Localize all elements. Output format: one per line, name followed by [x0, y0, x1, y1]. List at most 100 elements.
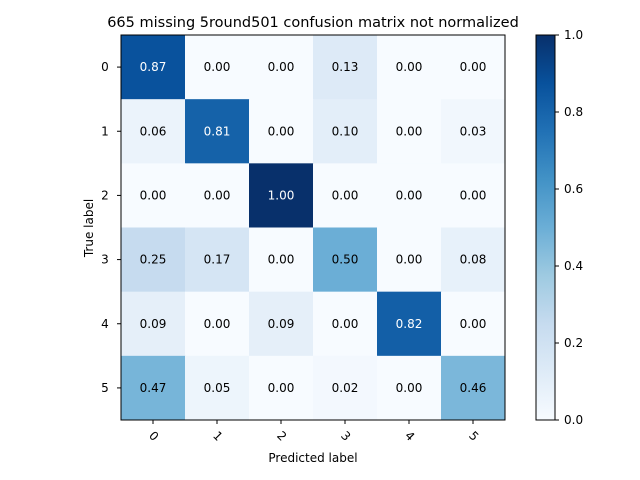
cell-value-label: 0.17 [204, 253, 231, 267]
cell-value-label: 0.00 [460, 188, 487, 202]
heatmap-cell [441, 355, 506, 421]
heatmap-cell [441, 227, 506, 293]
y-tick-label: 2 [101, 188, 109, 202]
cell-value-label: 0.00 [396, 188, 423, 202]
cell-value-label: 0.00 [268, 253, 295, 267]
x-tick-label: 3 [338, 429, 353, 444]
x-tick-label: 1 [210, 429, 225, 444]
cell-value-label: 0.25 [140, 253, 167, 267]
heatmap-cell [121, 35, 186, 100]
cell-value-label: 0.00 [140, 188, 167, 202]
cell-value-label: 0.00 [396, 381, 423, 395]
heatmap-cell [377, 227, 442, 293]
heatmap-cell [377, 163, 442, 228]
heatmap-cell [441, 163, 506, 228]
cell-value-label: 0.08 [460, 253, 487, 267]
heatmap-cell [121, 99, 186, 164]
heatmap-cell [121, 291, 186, 357]
cell-value-label: 0.00 [204, 317, 231, 331]
x-tick-label: 5 [466, 429, 481, 444]
cell-value-label: 0.06 [140, 124, 167, 138]
cell-value-label: 0.09 [268, 317, 295, 331]
heatmap-cell [441, 35, 506, 100]
cell-value-label: 0.00 [332, 317, 359, 331]
y-axis-ticks: 0 1 2 3 4 5 [101, 60, 121, 395]
cell-value-label: 0.13 [332, 60, 359, 74]
y-axis-label: True label [82, 199, 96, 258]
cell-value-label: 0.81 [204, 124, 231, 138]
cell-value-label: 0.05 [204, 381, 231, 395]
heatmap-cell [441, 291, 506, 357]
heatmap-cell [185, 99, 250, 164]
cell-value-label: 0.47 [140, 381, 167, 395]
heatmap-cell [377, 99, 442, 164]
heatmap-cell [249, 227, 314, 293]
colorbar [535, 34, 556, 421]
x-tick-label: 4 [402, 429, 417, 444]
heatmap-cell [121, 355, 186, 421]
heatmap-cell [249, 355, 314, 421]
heatmap-cell [313, 163, 378, 228]
cell-value-label: 0.00 [396, 60, 423, 74]
heatmap-cell-labels: 0.87 0.00 0.00 0.13 0.00 0.00 0.06 0.81 0.00 0.10… [140, 60, 487, 395]
heatmap-cell [377, 35, 442, 100]
cell-value-label: 0.00 [204, 60, 231, 74]
chart-title: 665 missing 5round501 confusion matrix n… [107, 15, 519, 31]
cell-value-label: 0.87 [140, 60, 167, 74]
colorbar-tick-label: 1.0 [564, 28, 583, 42]
heatmap-cell [377, 355, 442, 421]
x-axis-label: Predicted label [268, 451, 357, 465]
heatmap-cell [249, 99, 314, 164]
cell-value-label: 0.00 [460, 60, 487, 74]
heatmap-cell [313, 99, 378, 164]
heatmap-cell [185, 227, 250, 293]
colorbar-tick-label: 0.0 [564, 413, 583, 427]
heatmap-cell [185, 291, 250, 357]
cell-value-label: 0.00 [268, 60, 295, 74]
colorbar-ticks: 0.0 0.2 0.4 0.6 0.8 1.0 [555, 28, 583, 427]
cell-value-label: 0.00 [460, 317, 487, 331]
colorbar-tick-label: 0.2 [564, 336, 583, 350]
y-tick-label: 0 [101, 60, 109, 74]
cell-value-label: 0.10 [332, 124, 359, 138]
cell-value-label: 0.00 [396, 124, 423, 138]
cell-value-label: 0.00 [268, 381, 295, 395]
heatmap-cell [313, 291, 378, 357]
heatmap-cell [313, 227, 378, 293]
heatmap-cell [377, 291, 442, 357]
cell-value-label: 0.00 [204, 188, 231, 202]
heatmap-cell [249, 163, 314, 228]
heatmap-cell [121, 163, 186, 228]
x-axis-ticks: 0 1 2 3 4 5 [146, 420, 481, 444]
y-tick-label: 3 [101, 253, 109, 267]
colorbar-tick-label: 0.8 [564, 105, 583, 119]
cell-value-label: 0.00 [268, 124, 295, 138]
heatmap-cell [185, 163, 250, 228]
cell-value-label: 0.82 [396, 317, 423, 331]
cell-value-label: 0.46 [460, 381, 487, 395]
heatmap-cell [313, 35, 378, 100]
y-tick-label: 1 [101, 124, 109, 138]
heatmap-cell [121, 227, 186, 293]
y-tick-label: 4 [101, 317, 109, 331]
y-tick-label: 5 [101, 381, 109, 395]
cell-value-label: 0.02 [332, 381, 359, 395]
x-tick-label: 2 [274, 429, 289, 444]
heatmap-cell [313, 355, 378, 421]
cell-value-label: 0.00 [396, 253, 423, 267]
cell-value-label: 1.00 [268, 188, 295, 202]
cell-value-label: 0.03 [460, 124, 487, 138]
heatmap-cell [249, 35, 314, 100]
cell-value-label: 0.09 [140, 317, 167, 331]
cell-value-label: 0.00 [332, 188, 359, 202]
colorbar-tick-label: 0.4 [564, 259, 583, 273]
heatmap-cell [441, 99, 506, 164]
heatmap-cell [249, 291, 314, 357]
colorbar-tick-label: 0.6 [564, 182, 583, 196]
cell-value-label: 0.50 [332, 253, 359, 267]
heatmap-cell [185, 35, 250, 100]
plot-frame [120, 34, 506, 421]
heatmap-cell [185, 355, 250, 421]
heatmap-cells [121, 35, 506, 421]
